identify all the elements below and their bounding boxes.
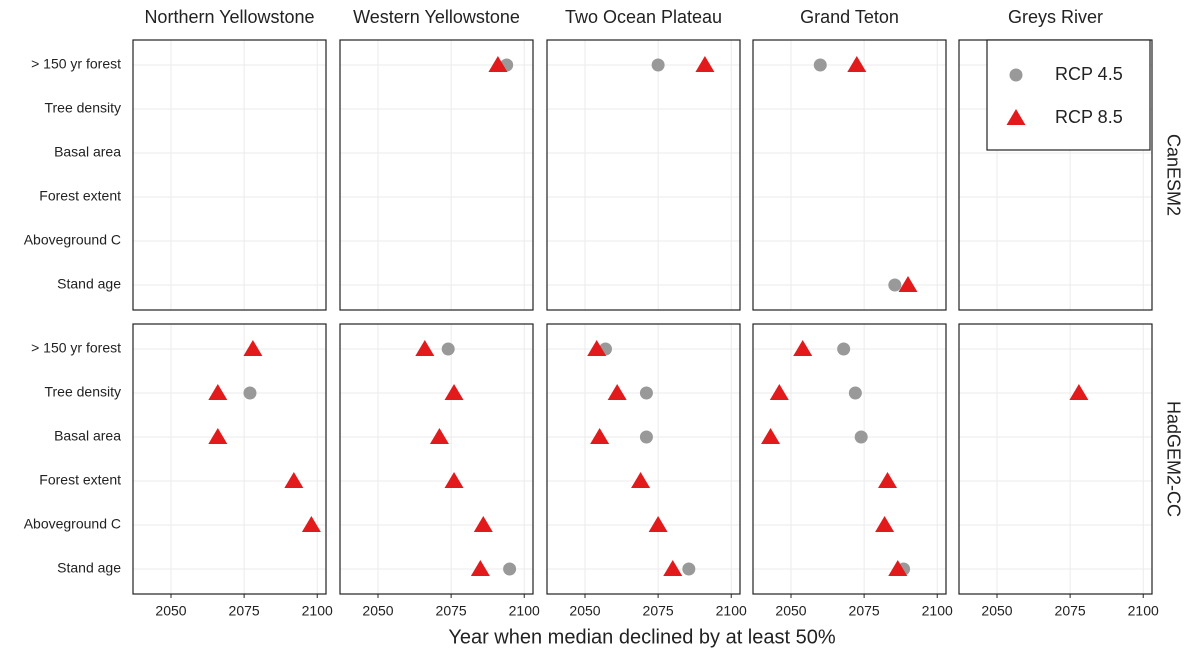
- circle-point: [813, 58, 827, 72]
- x-axis-label: Year when median declined by at least 50…: [448, 626, 836, 648]
- x-tick-label: 2100: [509, 603, 540, 619]
- triangle-point: [444, 384, 464, 400]
- legend-label: RCP 8.5: [1055, 107, 1123, 127]
- facet-column-title: Greys River: [1008, 7, 1103, 27]
- x-tick-label: 2050: [362, 603, 393, 619]
- y-tick-label: Stand age: [57, 276, 121, 292]
- facet-column-title: Two Ocean Plateau: [565, 7, 722, 27]
- x-tick-label: 2050: [775, 603, 806, 619]
- circle-point: [848, 386, 862, 400]
- triangle-point: [208, 384, 228, 400]
- facet-row-title: HadGEM2-CC: [1163, 401, 1183, 517]
- x-tick-label: 2050: [155, 603, 186, 619]
- x-tick-label: 2075: [849, 603, 880, 619]
- y-tick-label: Tree density: [44, 384, 121, 400]
- triangle-point: [648, 516, 668, 532]
- panel-border: [339, 39, 534, 311]
- triangle-point: [488, 56, 508, 72]
- x-tick-label: 2075: [1055, 603, 1086, 619]
- triangle-point: [590, 428, 610, 444]
- panel-border: [752, 39, 947, 311]
- legend-box: [986, 39, 1151, 151]
- x-tick-label: 2100: [922, 603, 953, 619]
- triangle-point: [473, 516, 493, 532]
- y-tick-label: Aboveground C: [24, 516, 121, 532]
- circle-point: [837, 342, 851, 356]
- circle-point: [682, 562, 696, 576]
- panel-border: [339, 323, 534, 595]
- triangle-point: [470, 560, 490, 576]
- triangle-point: [587, 340, 607, 356]
- triangle-point: [444, 472, 464, 488]
- x-tick-label: 2100: [1128, 603, 1159, 619]
- triangle-point: [793, 340, 813, 356]
- triangle-point: [898, 276, 918, 292]
- triangle-point: [429, 428, 449, 444]
- triangle-point: [663, 560, 683, 576]
- y-tick-label: Stand age: [57, 560, 121, 576]
- triangle-point: [695, 56, 715, 72]
- x-tick-label: 2075: [436, 603, 467, 619]
- y-tick-label: > 150 yr forest: [31, 56, 121, 72]
- triangle-point: [888, 560, 908, 576]
- x-tick-label: 2050: [981, 603, 1012, 619]
- panel-border: [546, 39, 741, 311]
- triangle-point: [847, 56, 867, 72]
- triangle-point: [1069, 384, 1089, 400]
- panel-border: [132, 39, 327, 311]
- triangle-point: [607, 384, 627, 400]
- y-tick-label: Forest extent: [39, 472, 121, 488]
- panel-border: [752, 323, 947, 595]
- x-tick-label: 2100: [302, 603, 333, 619]
- triangle-point: [761, 428, 781, 444]
- y-tick-label: Aboveground C: [24, 232, 121, 248]
- legend-label: RCP 4.5: [1055, 64, 1123, 84]
- y-tick-label: Basal area: [54, 428, 121, 444]
- y-tick-label: Forest extent: [39, 188, 121, 204]
- triangle-point: [243, 340, 263, 356]
- triangle-point: [301, 516, 321, 532]
- triangle-point: [878, 472, 898, 488]
- facet-column-title: Northern Yellowstone: [144, 7, 314, 27]
- triangle-point: [875, 516, 895, 532]
- y-tick-label: Basal area: [54, 144, 121, 160]
- legend-symbol: [1009, 68, 1023, 82]
- y-tick-label: > 150 yr forest: [31, 340, 121, 356]
- facet-row-title: CanESM2: [1163, 134, 1183, 216]
- x-tick-label: 2050: [569, 603, 600, 619]
- circle-point: [243, 386, 257, 400]
- x-tick-label: 2075: [229, 603, 260, 619]
- triangle-point: [415, 340, 435, 356]
- triangle-point: [631, 472, 651, 488]
- panel-border: [546, 323, 741, 595]
- triangle-point: [284, 472, 304, 488]
- circle-point: [639, 386, 653, 400]
- legend-symbol: [1006, 109, 1026, 125]
- panel-border: [132, 323, 327, 595]
- circle-point: [503, 562, 517, 576]
- triangle-point: [769, 384, 789, 400]
- x-tick-label: 2100: [716, 603, 747, 619]
- y-tick-label: Tree density: [44, 100, 121, 116]
- facet-column-title: Western Yellowstone: [353, 7, 520, 27]
- facet-column-title: Grand Teton: [800, 7, 899, 27]
- panel-border: [958, 323, 1153, 595]
- circle-point: [639, 430, 653, 444]
- circle-point: [854, 430, 868, 444]
- circle-point: [441, 342, 455, 356]
- triangle-point: [208, 428, 228, 444]
- x-tick-label: 2075: [643, 603, 674, 619]
- circle-point: [888, 278, 902, 292]
- circle-point: [651, 58, 665, 72]
